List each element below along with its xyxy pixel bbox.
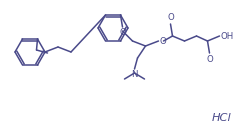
Text: OH: OH <box>220 32 234 41</box>
Text: O: O <box>119 28 126 37</box>
Text: HCl: HCl <box>212 113 232 123</box>
Text: O: O <box>167 13 174 22</box>
Text: N: N <box>131 70 138 79</box>
Text: O: O <box>206 55 213 64</box>
Text: O: O <box>159 36 166 46</box>
